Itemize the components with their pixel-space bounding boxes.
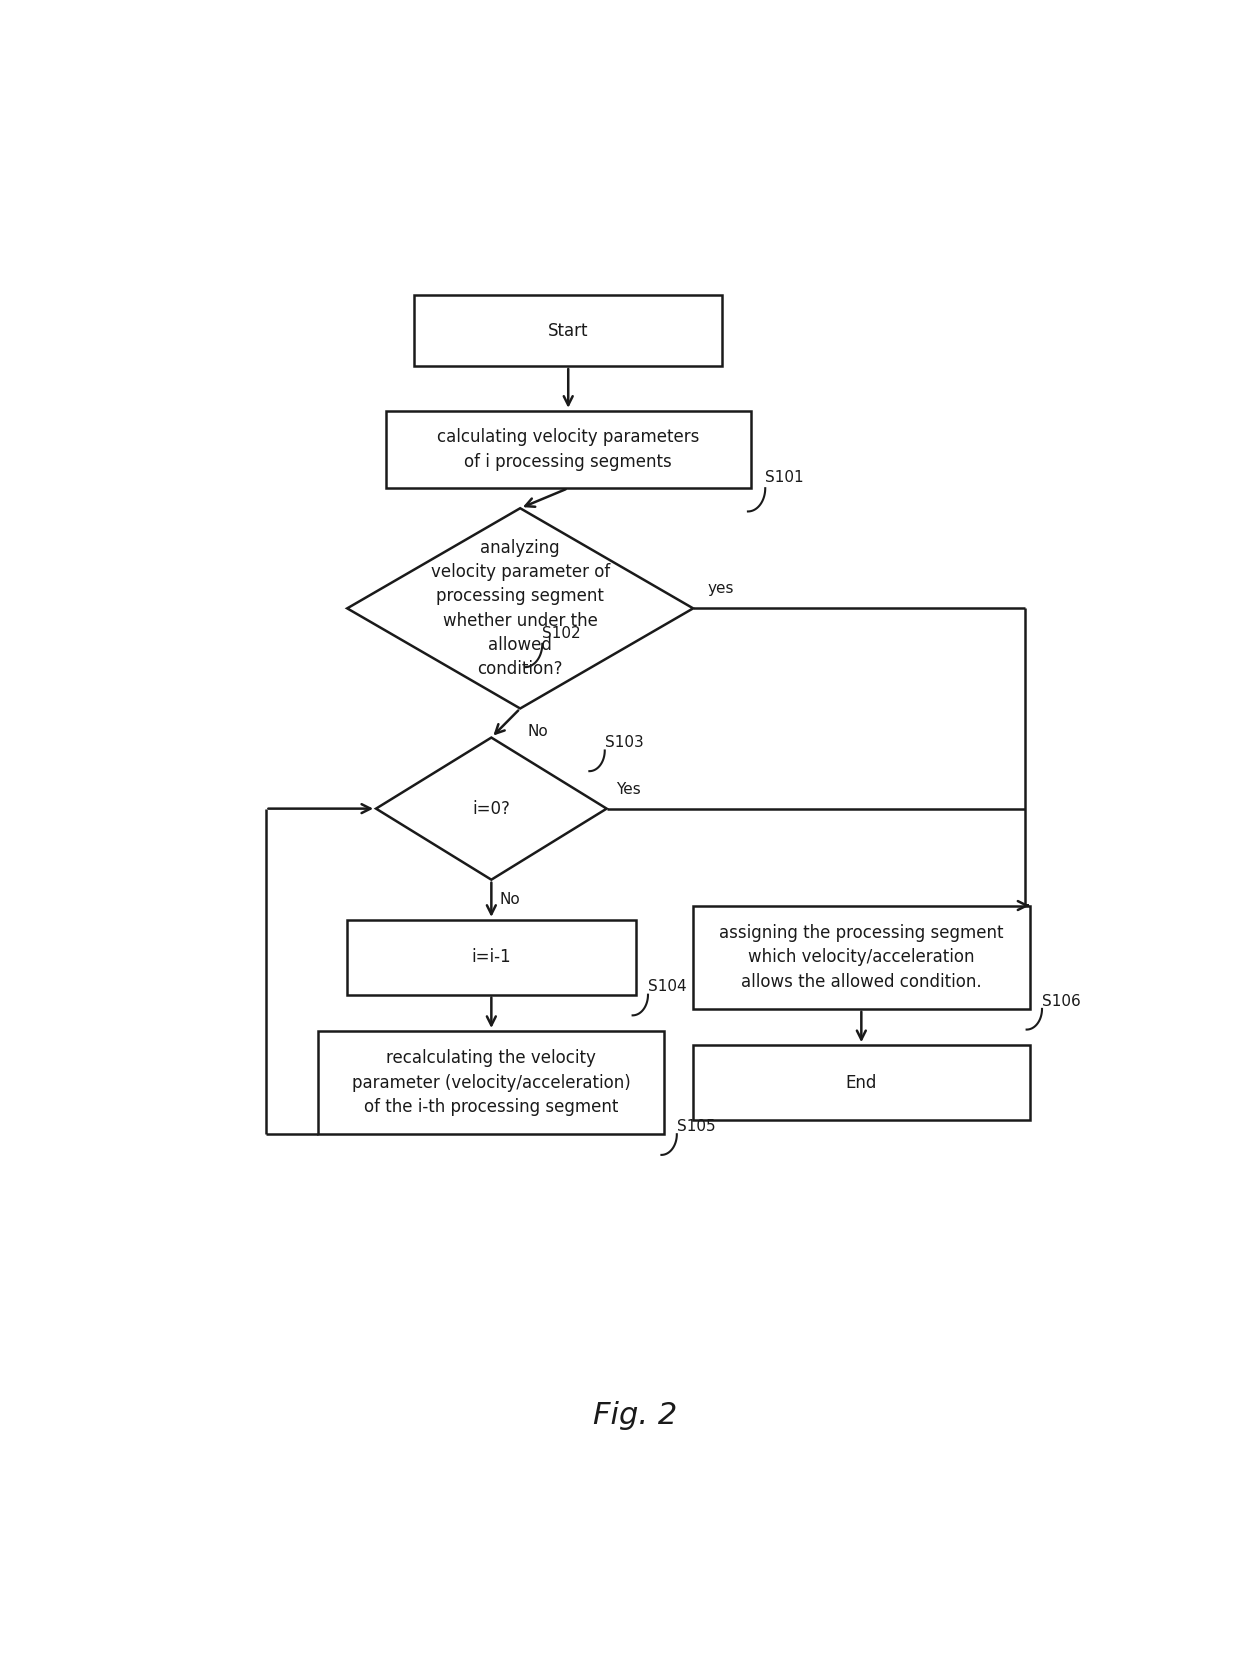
Text: i=0?: i=0? bbox=[472, 800, 511, 817]
Text: S106: S106 bbox=[1042, 993, 1081, 1008]
FancyBboxPatch shape bbox=[414, 295, 722, 366]
Text: S101: S101 bbox=[765, 470, 804, 485]
Text: S102: S102 bbox=[542, 626, 580, 641]
Text: assigning the processing segment
which velocity/acceleration
allows the allowed : assigning the processing segment which v… bbox=[719, 925, 1003, 990]
Text: S103: S103 bbox=[605, 735, 644, 750]
Polygon shape bbox=[347, 508, 693, 708]
Text: i=i-1: i=i-1 bbox=[471, 948, 511, 967]
Text: S104: S104 bbox=[649, 980, 687, 995]
Text: End: End bbox=[846, 1074, 877, 1092]
FancyBboxPatch shape bbox=[693, 1045, 1029, 1119]
FancyBboxPatch shape bbox=[693, 906, 1029, 1008]
Text: Fig. 2: Fig. 2 bbox=[594, 1401, 677, 1430]
Polygon shape bbox=[376, 738, 606, 879]
Text: Start: Start bbox=[548, 322, 589, 339]
FancyBboxPatch shape bbox=[319, 1030, 665, 1134]
Text: No: No bbox=[498, 891, 520, 906]
Text: S105: S105 bbox=[677, 1119, 715, 1134]
FancyBboxPatch shape bbox=[347, 920, 635, 995]
Text: No: No bbox=[528, 725, 548, 740]
Text: recalculating the velocity
parameter (velocity/acceleration)
of the i-th process: recalculating the velocity parameter (ve… bbox=[352, 1049, 631, 1116]
Text: analyzing
velocity parameter of
processing segment
whether under the
allowed
con: analyzing velocity parameter of processi… bbox=[430, 539, 610, 678]
Text: Yes: Yes bbox=[616, 782, 641, 797]
Text: calculating velocity parameters
of i processing segments: calculating velocity parameters of i pro… bbox=[436, 428, 699, 470]
Text: yes: yes bbox=[708, 582, 734, 596]
FancyBboxPatch shape bbox=[386, 411, 751, 488]
